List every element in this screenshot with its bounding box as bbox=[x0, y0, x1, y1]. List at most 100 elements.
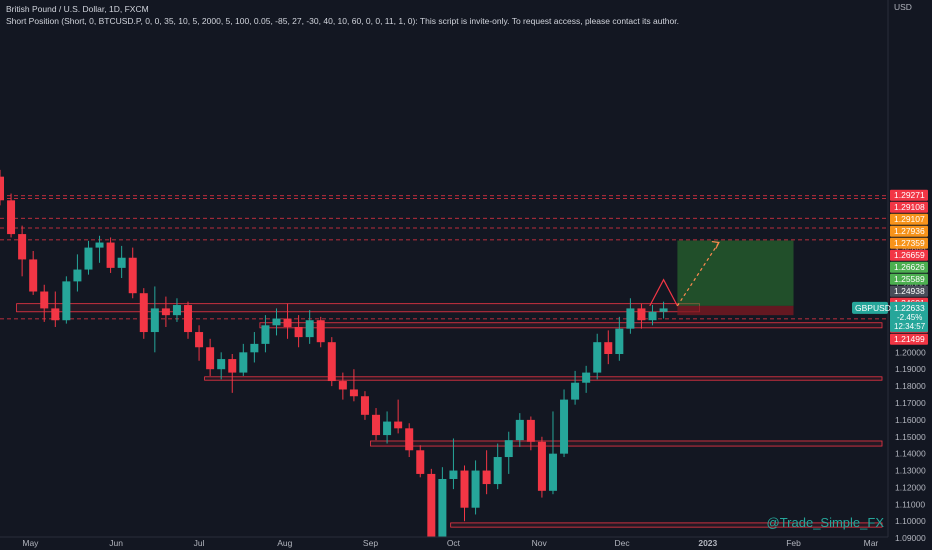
time-tick: Jul bbox=[194, 538, 205, 548]
candle-body bbox=[84, 247, 93, 270]
price-tick: 1.20000 bbox=[895, 347, 926, 357]
candle-body bbox=[372, 414, 381, 436]
candle-body bbox=[18, 234, 27, 260]
candle-body bbox=[327, 342, 336, 382]
candle-body bbox=[548, 453, 557, 491]
price-label: 1.24938 bbox=[890, 285, 928, 297]
candle-body bbox=[604, 342, 613, 355]
price-tick: 1.24000 bbox=[895, 280, 926, 290]
candle bbox=[139, 288, 148, 339]
candle-body bbox=[272, 318, 281, 326]
candle-body bbox=[460, 470, 469, 508]
price-label-bg bbox=[890, 201, 928, 213]
price-label-bg bbox=[890, 237, 928, 249]
candle bbox=[548, 411, 557, 495]
price-label-text: 1.25589 bbox=[894, 274, 925, 284]
candle-body bbox=[128, 257, 137, 294]
candle bbox=[360, 391, 369, 420]
zone-band bbox=[259, 322, 883, 329]
candle bbox=[504, 431, 513, 474]
candle-body bbox=[571, 382, 580, 400]
candle-layer bbox=[0, 169, 668, 547]
time-tick: Aug bbox=[277, 538, 292, 548]
candle bbox=[482, 450, 491, 495]
candle bbox=[648, 305, 657, 326]
candle bbox=[217, 352, 226, 380]
time-tick: Oct bbox=[447, 538, 461, 548]
price-tick: 1.11000 bbox=[895, 499, 925, 509]
candle-body bbox=[593, 342, 602, 373]
candle bbox=[239, 343, 248, 376]
candle bbox=[416, 445, 425, 478]
price-label-text: 1.24938 bbox=[894, 286, 925, 296]
time-tick: Mar bbox=[864, 538, 879, 548]
time-tick: Sep bbox=[363, 538, 378, 548]
candle bbox=[150, 286, 159, 353]
candle bbox=[438, 467, 447, 545]
script-note: Short Position (Short, 0, BTCUSD.P, 0, 0… bbox=[6, 16, 679, 26]
candle bbox=[206, 338, 215, 376]
candle-body bbox=[659, 308, 668, 312]
price-axis: USD 1.09000 1.10000 1.11000 1.12000 1.13000 1.… bbox=[852, 0, 932, 550]
candle-body bbox=[283, 318, 292, 327]
projection-arrow-line bbox=[676, 242, 720, 307]
zone-band bbox=[16, 303, 700, 313]
candle-body bbox=[316, 320, 325, 343]
time-tick: 2023 bbox=[698, 538, 717, 548]
time-tick: Jun bbox=[109, 538, 123, 548]
price-label-bg bbox=[890, 273, 928, 285]
candle bbox=[84, 240, 93, 275]
candle-body bbox=[449, 470, 458, 479]
time-tick: Nov bbox=[532, 538, 548, 548]
current-price-countdown: 12:34:57 bbox=[894, 322, 926, 331]
price-label-text: 1.27936 bbox=[894, 226, 925, 236]
price-label: 1.27359 bbox=[890, 237, 928, 249]
time-axis: May Jun Jul Aug Sep Oct Nov Dec 2023 Feb Mar bbox=[0, 536, 888, 550]
candle bbox=[338, 372, 347, 400]
price-axis-currency: USD bbox=[894, 2, 912, 12]
candle-body bbox=[427, 473, 436, 539]
candle bbox=[471, 460, 480, 515]
time-tick: Feb bbox=[786, 538, 801, 548]
price-label: 1.29108 bbox=[890, 201, 928, 213]
candle bbox=[493, 443, 502, 490]
current-price-badge: 1.22633-2.45%12:34:57 bbox=[890, 301, 928, 332]
candle bbox=[460, 465, 469, 522]
time-tick: May bbox=[22, 538, 39, 548]
candle bbox=[637, 303, 646, 329]
candle bbox=[560, 389, 569, 458]
projection-line bbox=[649, 278, 678, 307]
candle-body bbox=[184, 305, 193, 333]
candle bbox=[62, 276, 71, 324]
candle bbox=[604, 330, 613, 365]
price-label-bg bbox=[890, 261, 928, 273]
current-price-change: -2.45% bbox=[897, 313, 922, 322]
candle bbox=[283, 303, 292, 339]
price-tick: 1.18000 bbox=[895, 381, 926, 391]
candle-body bbox=[73, 269, 82, 282]
candle bbox=[582, 365, 591, 393]
candle-body bbox=[438, 478, 447, 539]
candle-body bbox=[383, 421, 392, 436]
candle-body bbox=[537, 441, 546, 491]
candle bbox=[327, 337, 336, 387]
candle bbox=[405, 423, 414, 458]
candle-body bbox=[471, 470, 480, 508]
candle bbox=[626, 298, 635, 334]
candle bbox=[571, 370, 580, 405]
candle bbox=[272, 308, 281, 336]
candle bbox=[449, 438, 458, 490]
candle-body bbox=[526, 419, 535, 442]
time-tick: Dec bbox=[615, 538, 631, 548]
price-label-bg bbox=[890, 249, 928, 261]
candle-body bbox=[349, 389, 358, 397]
price-label: 1.26626 bbox=[890, 261, 928, 273]
zone-layer bbox=[16, 303, 883, 528]
projection-arrowhead bbox=[711, 240, 720, 249]
price-label-text: 1.29271 bbox=[894, 190, 925, 200]
price-label-text: 1.27359 bbox=[894, 238, 925, 248]
candle bbox=[195, 325, 204, 361]
price-label-bg bbox=[890, 285, 928, 297]
